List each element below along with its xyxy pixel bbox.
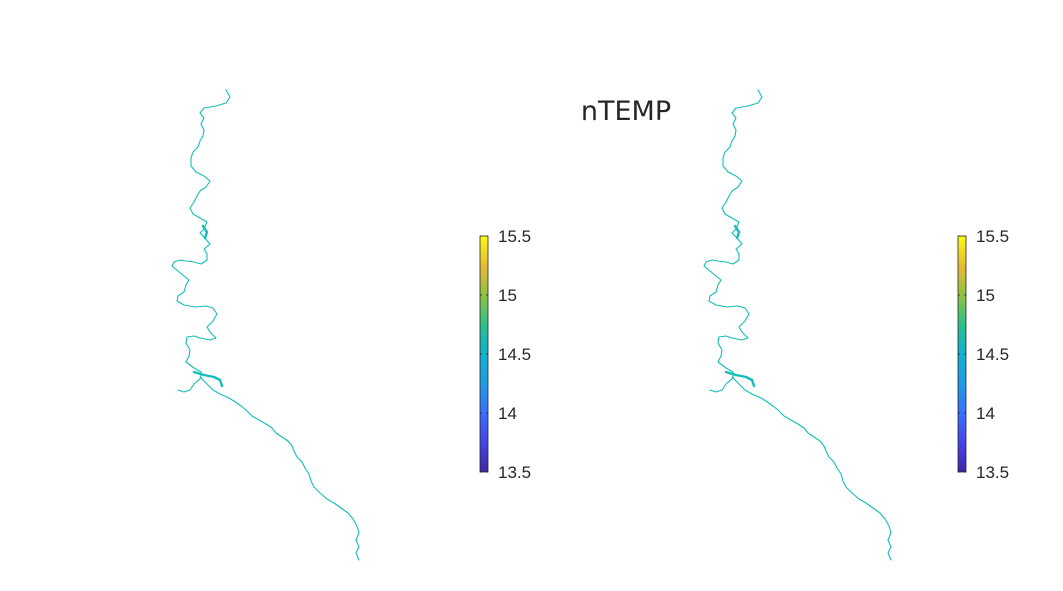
river-line [192,224,224,388]
colorbar-tick-label: 14.5 [976,345,1009,364]
river-line [199,376,360,561]
chart-title: nTEMP [581,96,671,127]
colorbar-ticks: 13.5 14 14.5 15 15.5 [958,227,1009,482]
river-line [731,376,892,561]
colorbar-tick-label: 15 [976,286,995,305]
river-line [703,89,763,393]
colorbar-tick-label: 13.5 [498,463,531,482]
map-panel-right: 13.5 14 14.5 15 15.5 [703,89,1009,561]
map-panel-left: 13.5 14 14.5 15 15.5 [171,89,531,561]
colorbar-tick-label: 14 [976,404,995,423]
colorbar-tick-label: 15.5 [976,227,1009,246]
colorbar-tick-label: 15.5 [498,227,531,246]
river-line [171,89,231,393]
colorbar-tick-label: 14.5 [498,345,531,364]
colorbar-tick-label: 15 [498,286,517,305]
colorbar-tick-label: 14 [498,404,517,423]
colorbar-ticks: 13.5 14 14.5 15 15.5 [480,227,531,482]
river-line [724,224,756,388]
colorbar-tick-label: 13.5 [976,463,1009,482]
